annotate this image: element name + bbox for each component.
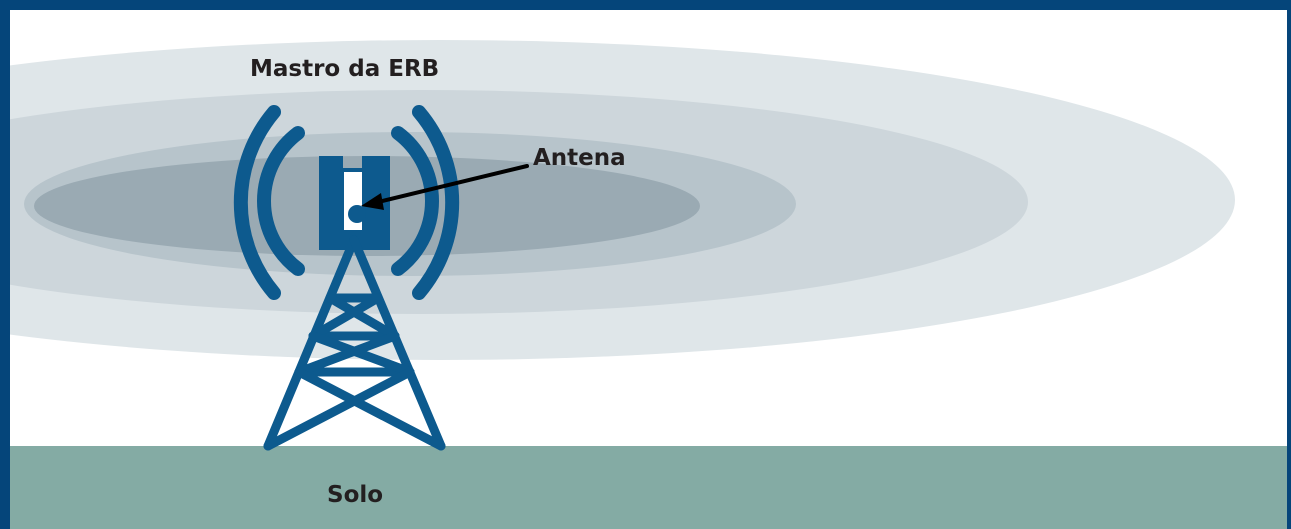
radiation-field	[0, 40, 1235, 360]
antenna-dot	[348, 205, 366, 223]
frame-border-left	[0, 0, 10, 529]
mast-label: Mastro da ERB	[250, 56, 440, 82]
signal-waves-icon	[233, 105, 460, 300]
frame-border-top	[0, 0, 1291, 10]
ground	[0, 446, 1291, 529]
frame-border-right	[1287, 0, 1291, 529]
arrow-pointer-icon	[361, 164, 529, 210]
cell-tower-icon	[263, 156, 446, 451]
ground-label: Solo	[327, 482, 384, 508]
antenna-label: Antena	[533, 145, 626, 171]
